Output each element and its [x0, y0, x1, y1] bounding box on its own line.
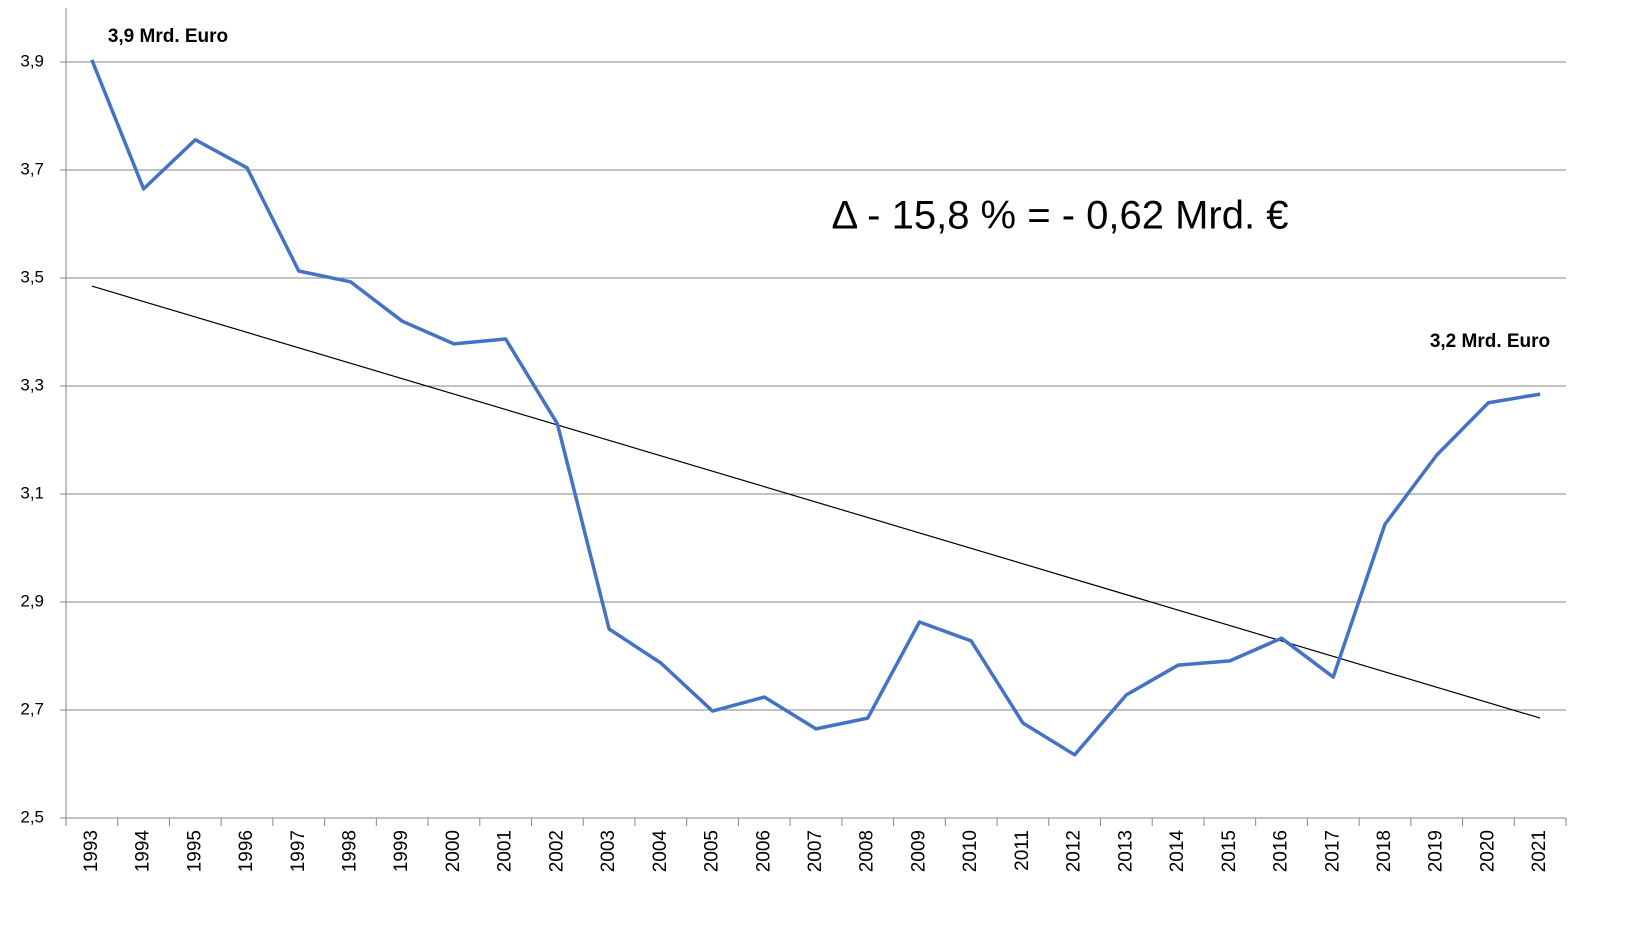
x-tick-label: 2015 — [1219, 830, 1240, 872]
x-tick-label: 2013 — [1115, 830, 1136, 872]
x-tick-label: 2004 — [650, 830, 671, 873]
x-tick-label: 1993 — [81, 830, 102, 872]
x-tick-label: 1998 — [339, 830, 360, 872]
x-tick-label: 2020 — [1477, 830, 1498, 872]
x-tick-label: 2014 — [1167, 830, 1188, 873]
x-tick-label: 2007 — [805, 830, 826, 872]
x-tick-label: 2021 — [1529, 830, 1550, 872]
x-tick-label: 1996 — [236, 830, 257, 872]
x-tick-label: 2000 — [443, 830, 464, 872]
x-tick-label: 2016 — [1271, 830, 1292, 872]
x-tick-label: 1995 — [184, 830, 205, 872]
y-tick-label: 3,1 — [20, 483, 44, 502]
data-line — [90, 59, 1541, 757]
y-tick-label: 2,5 — [20, 807, 44, 826]
x-tick-label: 2011 — [1012, 830, 1033, 871]
x-tick-label: 1994 — [133, 830, 154, 873]
x-tick-label: 2012 — [1064, 830, 1085, 872]
x-tick-label: 2009 — [908, 830, 929, 872]
x-tick-label: 2008 — [857, 830, 878, 872]
x-tick-label: 2005 — [702, 830, 723, 872]
x-tick-label: 2002 — [546, 830, 567, 872]
y-tick-label: 2,7 — [20, 699, 44, 718]
annotation: 3,9 Mrd. Euro — [108, 26, 228, 47]
y-tick-label: 3,9 — [20, 51, 44, 70]
y-tick-label: 2,9 — [20, 591, 44, 610]
x-tick-label: 2017 — [1322, 830, 1343, 872]
trend-line — [91, 285, 1541, 719]
x-tick-label: 2019 — [1426, 830, 1447, 872]
y-tick-label: 3,7 — [20, 159, 44, 178]
annotation: 3,2 Mrd. Euro — [1430, 331, 1550, 352]
y-tick-label: 3,3 — [20, 375, 44, 394]
x-tick-label: 2001 — [495, 830, 516, 872]
x-tick-label: 2010 — [960, 830, 981, 872]
annotation: Δ - 15,8 % = - 0,62 Mrd. € — [832, 194, 1289, 238]
x-tick-label: 1997 — [288, 830, 309, 872]
x-tick-label: 2006 — [753, 830, 774, 872]
x-tick-label: 2003 — [598, 830, 619, 872]
x-tick-label: 1999 — [391, 830, 412, 872]
y-tick-label: 3,5 — [20, 267, 44, 286]
x-tick-label: 2018 — [1374, 830, 1395, 872]
